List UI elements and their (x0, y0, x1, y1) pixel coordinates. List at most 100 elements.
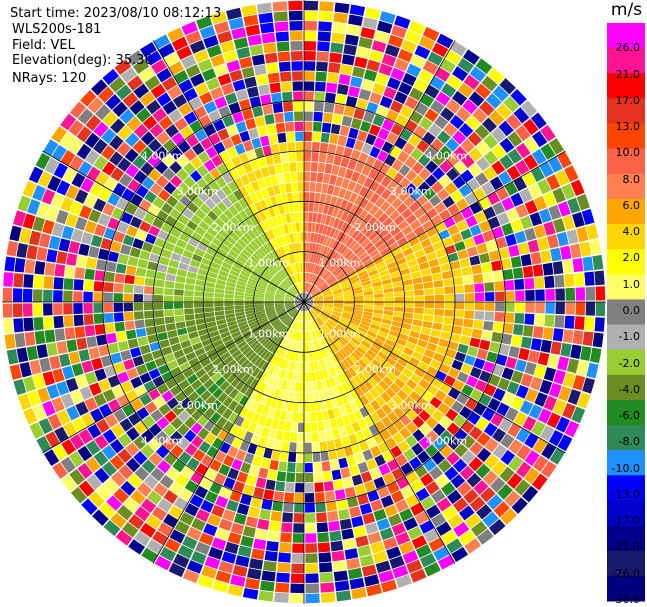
velocity-cell (335, 339, 344, 349)
azimuth-spoke (303, 301, 566, 454)
velocity-cell (402, 142, 416, 155)
velocity-cell (444, 309, 454, 317)
velocity-cell (156, 92, 172, 107)
velocity-cell (126, 50, 144, 66)
velocity-cell (194, 226, 206, 237)
velocity-cell (351, 364, 361, 375)
velocity-cell (107, 217, 120, 230)
velocity-cell (446, 451, 461, 466)
velocity-cell (76, 255, 88, 268)
velocity-cell (142, 352, 154, 364)
velocity-cell (394, 15, 411, 29)
velocity-cell (457, 57, 474, 74)
velocity-cell (148, 168, 162, 182)
colorbar-tick-label: 6.0 (622, 198, 641, 212)
velocity-cell (436, 33, 454, 49)
velocity-cell (84, 132, 100, 149)
velocity-cell (310, 162, 318, 172)
velocity-cell (63, 303, 73, 315)
velocity-cell (260, 245, 269, 256)
velocity-cell (227, 467, 240, 480)
velocity-cell (405, 182, 417, 195)
velocity-cell (195, 384, 207, 396)
velocity-cell (230, 216, 241, 228)
velocity-cell (289, 308, 297, 315)
velocity-cell (279, 451, 289, 462)
velocity-cell (174, 315, 185, 323)
velocity-cell (580, 346, 592, 362)
velocity-cell (333, 407, 342, 418)
velocity-cell (276, 290, 286, 295)
velocity-cell (350, 280, 361, 287)
velocity-cell (222, 172, 233, 184)
velocity-cell (265, 479, 276, 491)
velocity-cell (360, 320, 371, 327)
velocity-cell (238, 198, 249, 210)
velocity-cell (169, 529, 186, 544)
velocity-cell (274, 260, 282, 270)
velocity-cell (367, 376, 378, 388)
velocity-cell (133, 285, 144, 294)
velocity-cell (402, 317, 413, 325)
velocity-cell (336, 219, 345, 231)
velocity-cell (354, 195, 364, 206)
velocity-cell (171, 188, 184, 201)
velocity-cell (484, 292, 495, 302)
velocity-cell (254, 329, 264, 338)
velocity-cell (69, 468, 85, 486)
velocity-cell (194, 291, 204, 297)
velocity-cell (270, 418, 279, 430)
velocity-cell (148, 452, 163, 466)
velocity-cell (397, 389, 409, 401)
velocity-cell (161, 202, 174, 215)
velocity-cell (296, 273, 300, 283)
velocity-cell (237, 340, 247, 349)
velocity-cell (473, 319, 484, 330)
velocity-cell (431, 181, 444, 194)
velocity-cell (257, 262, 267, 271)
velocity-cell (117, 340, 129, 352)
velocity-cell (308, 321, 312, 331)
velocity-cell (305, 282, 308, 293)
velocity-cell (423, 245, 435, 255)
velocity-cell (130, 216, 143, 229)
velocity-cell (301, 311, 303, 322)
velocity-cell (229, 269, 240, 277)
velocity-cell (579, 241, 592, 257)
velocity-cell (402, 367, 414, 378)
velocity-cell (113, 293, 124, 302)
velocity-cell (364, 201, 375, 213)
velocity-cell (350, 258, 361, 267)
velocity-cell (328, 449, 338, 461)
velocity-cell (500, 449, 516, 466)
velocity-cell (292, 310, 299, 319)
velocity-cell (441, 236, 454, 248)
velocity-cell (177, 437, 190, 451)
velocity-cell (269, 330, 278, 339)
velocity-cell (173, 245, 185, 256)
velocity-cell (149, 341, 161, 352)
velocity-cell (475, 172, 489, 186)
velocity-cell (307, 321, 311, 332)
velocity-cell (341, 528, 355, 540)
velocity-cell (272, 377, 280, 388)
velocity-cell (395, 531, 411, 546)
velocity-cell (326, 321, 335, 329)
velocity-cell (332, 229, 340, 240)
velocity-cell (189, 40, 206, 54)
velocity-cell (89, 382, 102, 396)
velocity-cell (231, 266, 242, 274)
velocity-cell (377, 265, 388, 273)
velocity-cell (274, 296, 285, 299)
velocity-cell (453, 145, 468, 160)
velocity-cell (369, 249, 380, 258)
velocity-cell (366, 330, 377, 338)
velocity-cell (309, 321, 314, 331)
velocity-cell (290, 309, 298, 317)
velocity-cell (294, 273, 299, 283)
velocity-cell (374, 171, 386, 184)
velocity-cell (151, 245, 163, 256)
velocity-cell (249, 204, 258, 215)
velocity-cell (379, 365, 390, 376)
velocity-cell (334, 302, 344, 304)
